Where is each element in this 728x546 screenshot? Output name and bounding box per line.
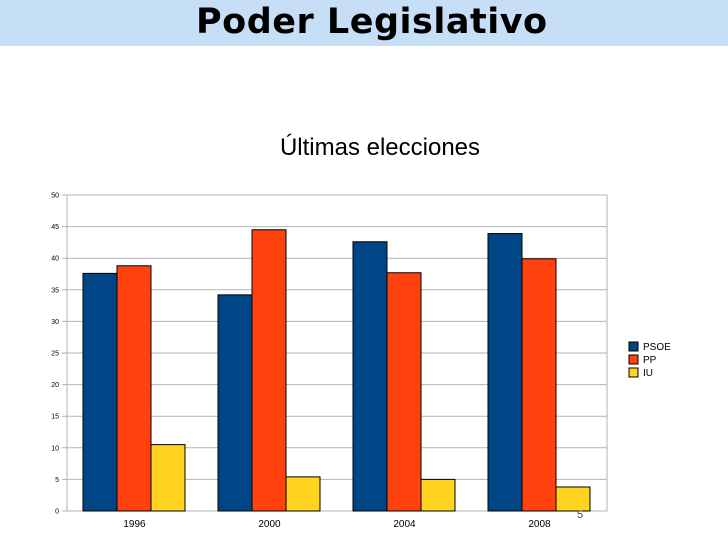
legend-label-iu: IU <box>643 368 653 379</box>
y-tick-label: 30 <box>51 319 59 326</box>
bar-pp-1996 <box>117 266 151 511</box>
legend-swatch-iu <box>629 368 638 377</box>
y-tick-label: 25 <box>51 351 59 358</box>
bar-iu-2008 <box>556 487 590 511</box>
legend-swatch-psoe <box>629 342 638 351</box>
y-tick-label: 5 <box>55 477 59 484</box>
bar-pp-2004 <box>387 273 421 511</box>
y-tick-label: 15 <box>51 414 59 421</box>
bar-pp-2008 <box>522 259 556 511</box>
x-tick-label: 1996 <box>123 519 146 530</box>
legend-swatch-pp <box>629 355 638 364</box>
bar-iu-1996 <box>151 445 185 511</box>
y-tick-label: 0 <box>55 509 59 516</box>
bar-iu-2004 <box>421 479 455 511</box>
page-number: 5 <box>577 509 583 521</box>
bar-psoe-1996 <box>83 273 117 511</box>
y-tick-label: 45 <box>51 224 59 231</box>
bar-pp-2000 <box>252 230 286 511</box>
bar-psoe-2004 <box>353 242 387 511</box>
x-tick-label: 2004 <box>393 519 416 530</box>
x-tick-label: 2008 <box>528 519 551 530</box>
y-tick-label: 40 <box>51 256 59 263</box>
y-tick-label: 10 <box>51 445 59 452</box>
bar-iu-2000 <box>286 477 320 511</box>
x-tick-label: 2000 <box>258 519 281 530</box>
legend-label-pp: PP <box>643 355 657 366</box>
bar-psoe-2008 <box>488 234 522 511</box>
bar-psoe-2000 <box>218 295 252 511</box>
y-tick-label: 20 <box>51 382 59 389</box>
y-tick-label: 35 <box>51 287 59 294</box>
y-tick-label: 50 <box>51 193 59 200</box>
legend-label-psoe: PSOE <box>643 342 671 353</box>
